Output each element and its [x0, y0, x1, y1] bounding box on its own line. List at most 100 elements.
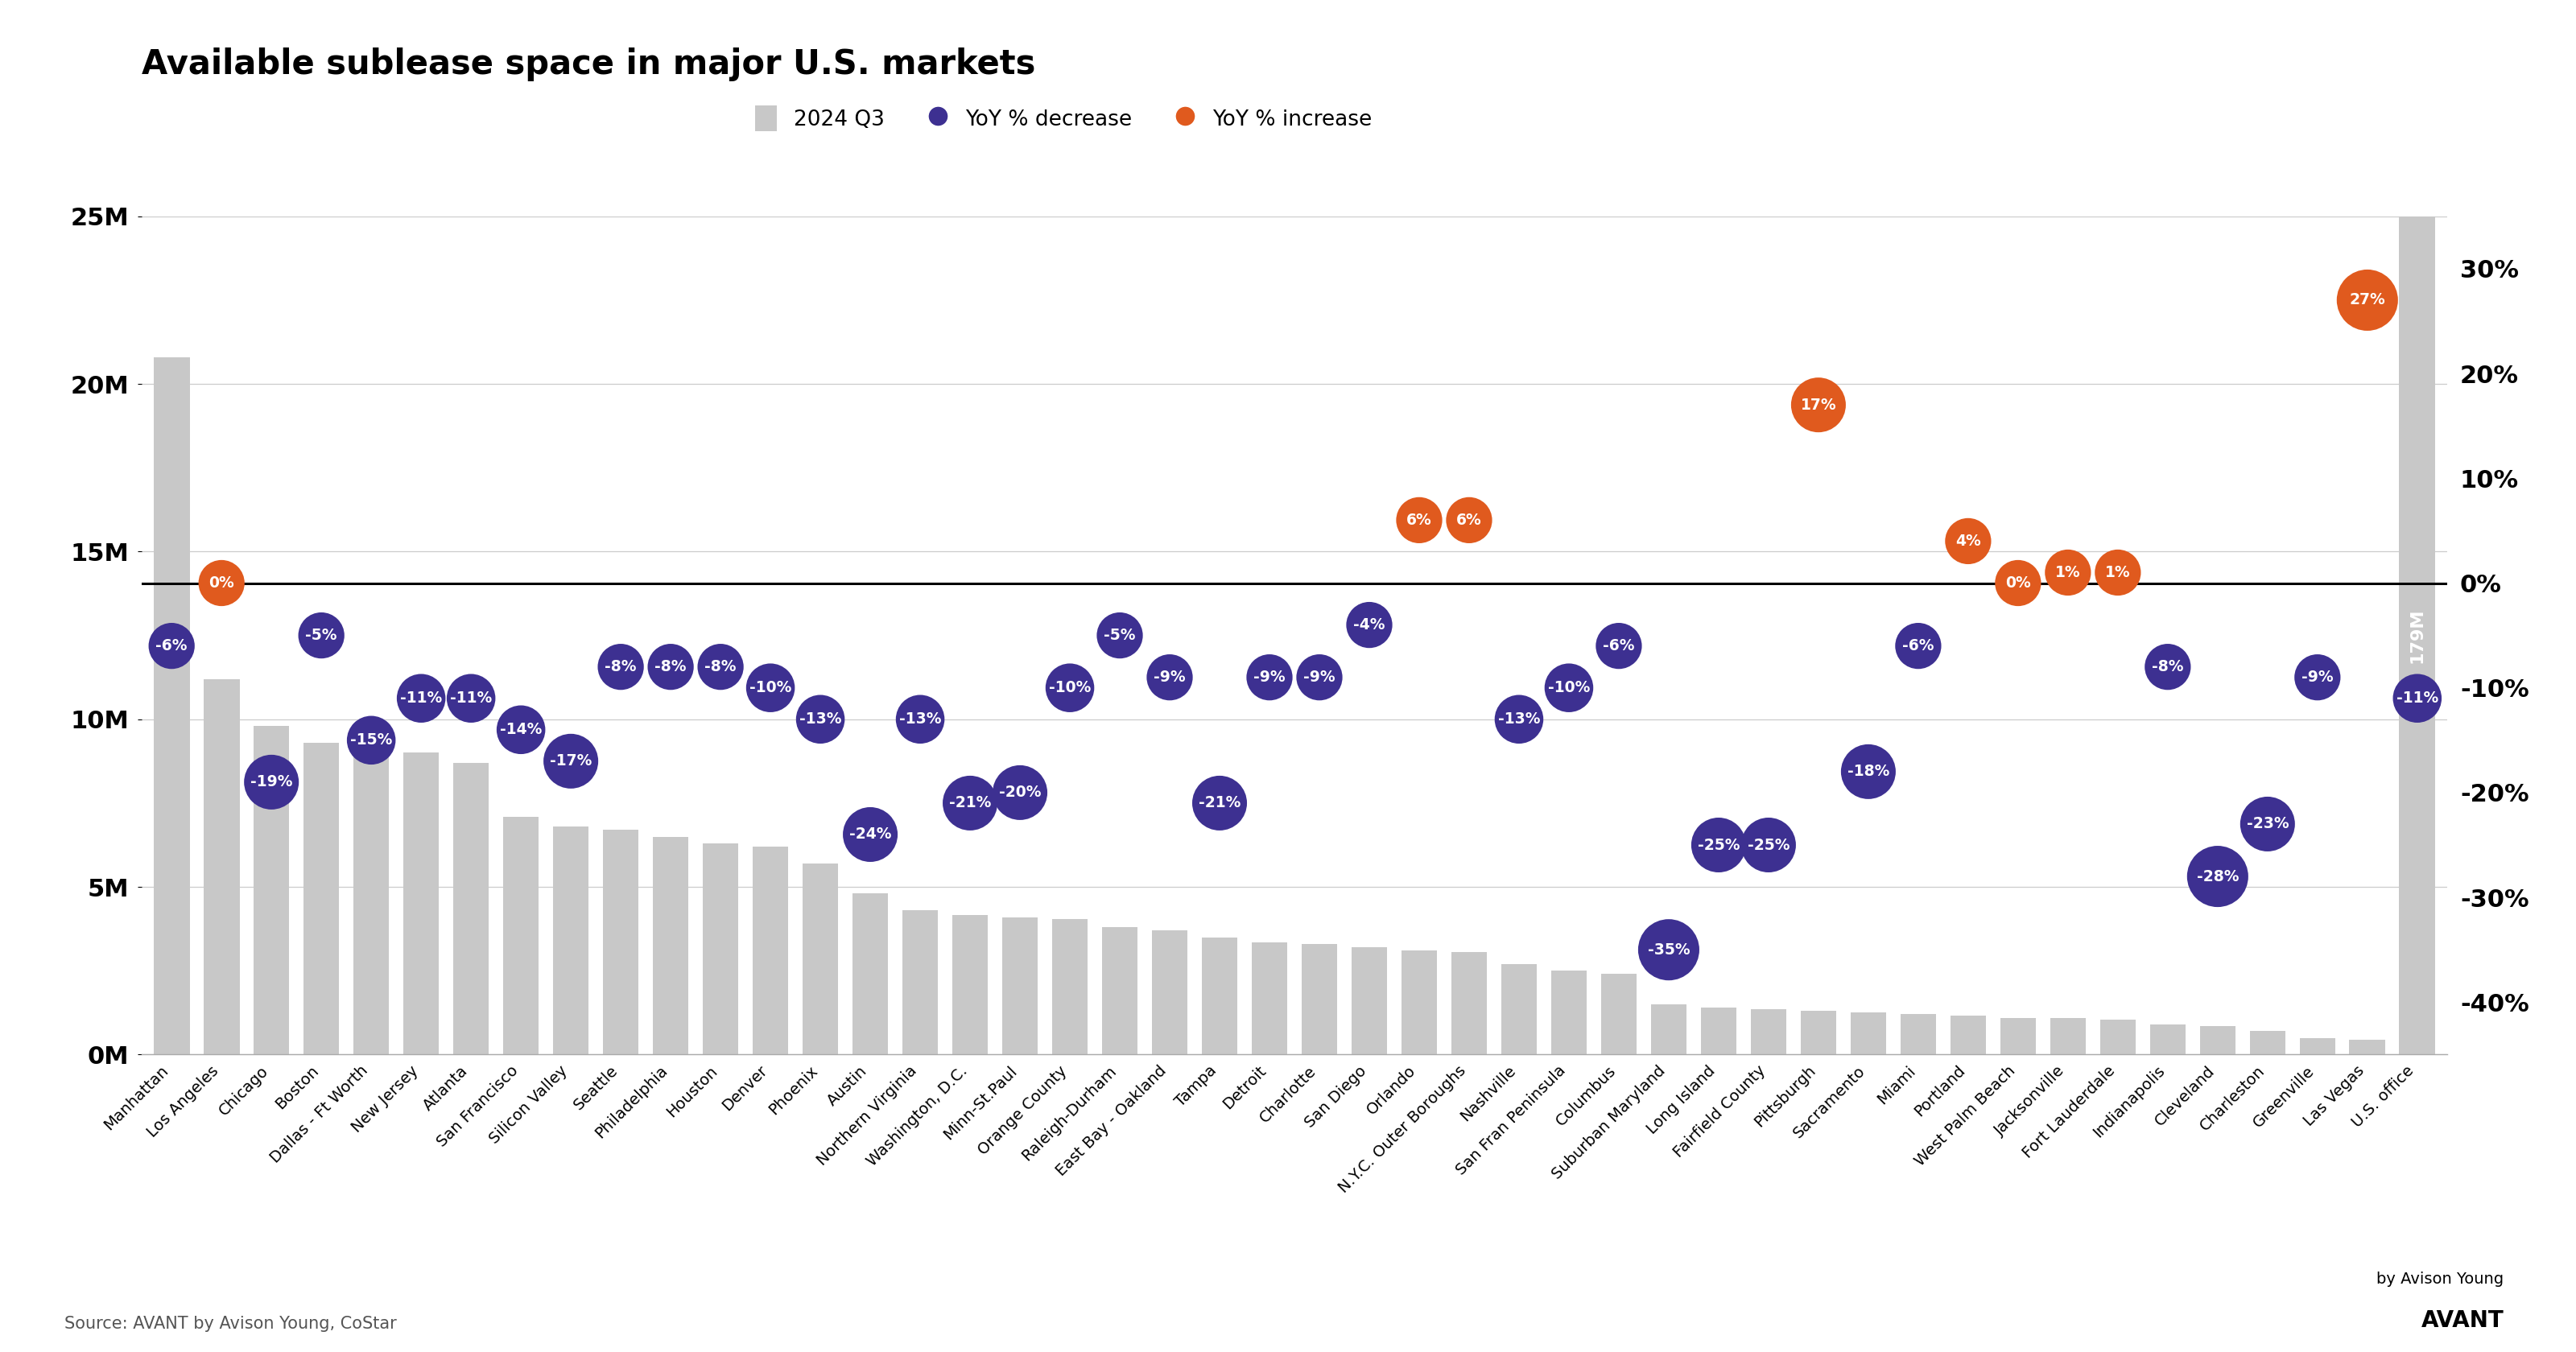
- Text: -9%: -9%: [1255, 669, 1285, 685]
- Point: [301, 625, 343, 646]
- Point: [152, 635, 193, 657]
- Bar: [1002, 917, 1038, 1055]
- Bar: [2300, 1038, 2336, 1055]
- Text: -18%: -18%: [1847, 764, 1888, 779]
- Point: [1847, 761, 1888, 783]
- Point: [2298, 667, 2339, 688]
- Bar: [2200, 1026, 2236, 1055]
- Point: [999, 781, 1041, 803]
- Bar: [404, 753, 438, 1055]
- Text: -5%: -5%: [1105, 627, 1136, 644]
- Point: [250, 771, 291, 792]
- Bar: [554, 826, 590, 1055]
- Bar: [902, 910, 938, 1055]
- Bar: [652, 837, 688, 1055]
- Point: [2347, 289, 2388, 311]
- Text: 1%: 1%: [2105, 565, 2130, 580]
- Point: [451, 687, 492, 708]
- Bar: [1850, 1013, 1886, 1055]
- Text: -28%: -28%: [2197, 869, 2239, 884]
- Point: [500, 719, 541, 741]
- Point: [1698, 834, 1739, 856]
- Text: -14%: -14%: [500, 722, 541, 737]
- Point: [1249, 667, 1291, 688]
- Text: -11%: -11%: [451, 691, 492, 706]
- Text: Source: AVANT by Avison Young, CoStar: Source: AVANT by Avison Young, CoStar: [64, 1315, 397, 1332]
- Text: -23%: -23%: [2246, 817, 2287, 831]
- Bar: [1502, 964, 1538, 1055]
- Text: 0%: 0%: [2004, 576, 2030, 591]
- Text: -8%: -8%: [654, 660, 688, 675]
- Text: -10%: -10%: [1548, 680, 1589, 695]
- Point: [1350, 614, 1391, 635]
- Bar: [1901, 1014, 1937, 1055]
- Bar: [1103, 927, 1139, 1055]
- Point: [1996, 572, 2038, 594]
- Point: [1597, 635, 1638, 657]
- Point: [2048, 562, 2089, 584]
- Text: -15%: -15%: [350, 733, 392, 748]
- Point: [399, 687, 440, 708]
- Bar: [1352, 948, 1388, 1055]
- Bar: [1252, 942, 1288, 1055]
- Text: 27%: 27%: [2349, 292, 2385, 308]
- Point: [750, 677, 791, 699]
- Point: [2246, 813, 2287, 834]
- Text: AVANT: AVANT: [2421, 1309, 2504, 1332]
- Text: -13%: -13%: [899, 711, 940, 727]
- Text: -8%: -8%: [706, 660, 737, 675]
- Text: -19%: -19%: [250, 775, 294, 790]
- Text: 1%: 1%: [2056, 565, 2081, 580]
- Bar: [752, 846, 788, 1055]
- Text: by Avison Young: by Avison Young: [2378, 1272, 2504, 1287]
- Text: -20%: -20%: [999, 786, 1041, 800]
- Text: -11%: -11%: [2396, 691, 2439, 706]
- Point: [899, 708, 940, 730]
- Text: -10%: -10%: [750, 680, 791, 695]
- Bar: [853, 894, 889, 1055]
- Point: [1198, 792, 1239, 814]
- Text: 0%: 0%: [209, 576, 234, 591]
- Text: -35%: -35%: [1649, 942, 1690, 957]
- Text: 179M: 179M: [2409, 608, 2427, 662]
- Point: [201, 572, 242, 594]
- Point: [1048, 677, 1090, 699]
- Text: Available sublease space in major U.S. markets: Available sublease space in major U.S. m…: [142, 47, 1036, 81]
- Bar: [2099, 1019, 2136, 1055]
- Point: [2148, 656, 2190, 677]
- Text: -25%: -25%: [1747, 837, 1790, 853]
- Point: [551, 750, 592, 772]
- Text: -25%: -25%: [1698, 837, 1739, 853]
- Bar: [1651, 1005, 1687, 1055]
- Text: -6%: -6%: [1602, 638, 1636, 653]
- Text: -4%: -4%: [1352, 618, 1386, 633]
- Bar: [1301, 944, 1337, 1055]
- Text: -8%: -8%: [2151, 660, 2184, 675]
- Text: -11%: -11%: [399, 691, 443, 706]
- Bar: [1801, 1011, 1837, 1055]
- Bar: [2398, 216, 2434, 1055]
- Point: [1298, 667, 1340, 688]
- Point: [951, 792, 992, 814]
- Bar: [1752, 1010, 1788, 1055]
- Text: -8%: -8%: [605, 660, 636, 675]
- Bar: [1401, 950, 1437, 1055]
- Point: [1399, 510, 1440, 531]
- Point: [1749, 834, 1790, 856]
- Text: 6%: 6%: [1455, 512, 1481, 527]
- Bar: [1051, 919, 1087, 1055]
- Bar: [1999, 1018, 2035, 1055]
- Bar: [2249, 1032, 2285, 1055]
- Point: [649, 656, 690, 677]
- Point: [850, 823, 891, 845]
- Bar: [1551, 971, 1587, 1055]
- Bar: [1200, 937, 1236, 1055]
- Legend: 2024 Q3, YoY % decrease, YoY % increase: 2024 Q3, YoY % decrease, YoY % increase: [747, 97, 1381, 139]
- Bar: [1700, 1007, 1736, 1055]
- Text: -13%: -13%: [799, 711, 842, 727]
- Point: [1100, 625, 1141, 646]
- Bar: [304, 742, 340, 1055]
- Text: -9%: -9%: [1303, 669, 1334, 685]
- Point: [2197, 865, 2239, 887]
- Text: -21%: -21%: [1198, 795, 1242, 811]
